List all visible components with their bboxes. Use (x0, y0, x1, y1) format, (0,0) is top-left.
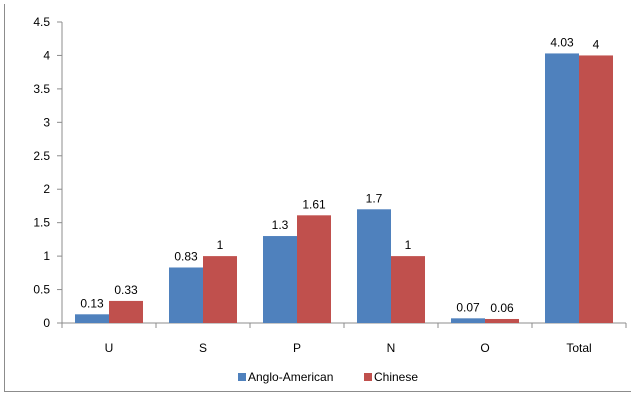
legend-label: Chinese (374, 370, 418, 384)
bar-chinese-n (391, 256, 425, 323)
bar-chinese-total (579, 55, 613, 323)
data-label: 0.33 (114, 283, 138, 297)
x-tick-label: N (387, 341, 396, 355)
chart-frame (4, 4, 631, 392)
bar-anglo-american-p (263, 236, 297, 323)
bar-chinese-s (203, 256, 237, 323)
data-label: 1.61 (302, 197, 326, 211)
data-label: 1 (217, 238, 224, 252)
legend-swatch-chinese (364, 373, 372, 381)
y-tick-label: 2 (43, 182, 50, 196)
x-tick-label: Total (566, 341, 591, 355)
data-label: 0.06 (490, 301, 514, 315)
y-tick-label: 1.5 (33, 216, 50, 230)
bar-chinese-o (485, 318, 519, 323)
y-tick-label: 3.5 (33, 82, 50, 96)
data-label: 0.13 (80, 296, 104, 310)
bar-anglo-american-total (545, 53, 579, 324)
y-tick-label: 4.5 (33, 15, 50, 29)
y-tick-label: 2.5 (33, 149, 50, 163)
x-tick-label: P (293, 341, 301, 355)
data-label: 1.3 (272, 218, 289, 232)
bar-anglo-american-n (357, 209, 391, 323)
bar-chinese-u (109, 300, 143, 323)
data-label: 4 (593, 37, 600, 51)
x-tick-label: S (199, 341, 207, 355)
bar-anglo-american-o (451, 318, 485, 323)
y-tick-label: 0 (43, 316, 50, 330)
data-label: 4.03 (550, 35, 574, 49)
legend-swatch-anglo-american (238, 373, 246, 381)
data-label: 1 (405, 238, 412, 252)
x-tick-label: O (480, 341, 489, 355)
data-label: 0.83 (174, 249, 198, 263)
x-tick-label: U (105, 341, 114, 355)
y-tick-label: 0.5 (33, 283, 50, 297)
y-tick-label: 3 (43, 115, 50, 129)
data-label: 1.7 (366, 191, 383, 205)
y-tick-label: 1 (43, 249, 50, 263)
data-label: 0.07 (456, 300, 480, 314)
bar-anglo-american-u (75, 314, 109, 323)
bar-anglo-american-s (169, 267, 203, 323)
bar-chinese-p (297, 215, 331, 323)
y-tick-label: 4 (43, 48, 50, 62)
legend-label: Anglo-American (248, 370, 333, 384)
